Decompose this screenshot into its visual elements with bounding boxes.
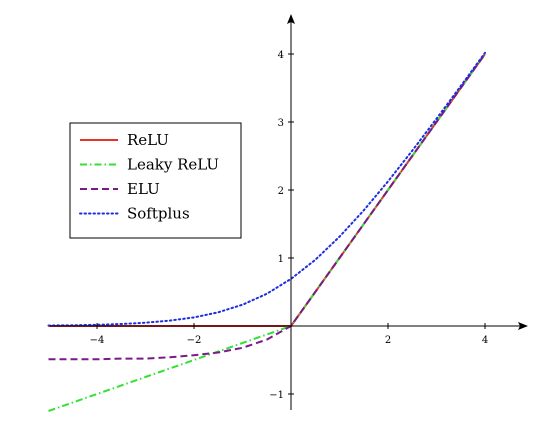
ticks-layer: −4 −2 2 4 −1 1 2 3 4 <box>90 50 489 401</box>
legend-label: ELU <box>127 180 160 198</box>
x-tick-label: −2 <box>187 335 202 346</box>
axes-layer <box>50 14 528 410</box>
series-line-elu <box>48 53 486 361</box>
x-tick-label: −4 <box>90 335 105 346</box>
x-tick-label: 2 <box>385 335 391 346</box>
y-tick-label: −1 <box>269 390 284 401</box>
y-tick-label: 3 <box>278 118 284 129</box>
y-tick-label: 4 <box>278 50 284 61</box>
y-tick-label: 2 <box>278 186 284 197</box>
series-line-softplus <box>47 51 486 327</box>
y-axis-arrow-icon <box>287 14 295 24</box>
legend-box <box>69 122 242 239</box>
y-tick-label: 1 <box>278 254 284 265</box>
legend-label: ReLU <box>127 131 169 149</box>
x-axis-arrow-icon <box>518 322 528 330</box>
legend-label: Softplus <box>127 205 190 223</box>
x-tick-label: 4 <box>482 335 488 346</box>
legend-label: Leaky ReLU <box>127 156 219 174</box>
legend: ReLU Leaky ReLU ELU Softplus <box>69 122 242 239</box>
